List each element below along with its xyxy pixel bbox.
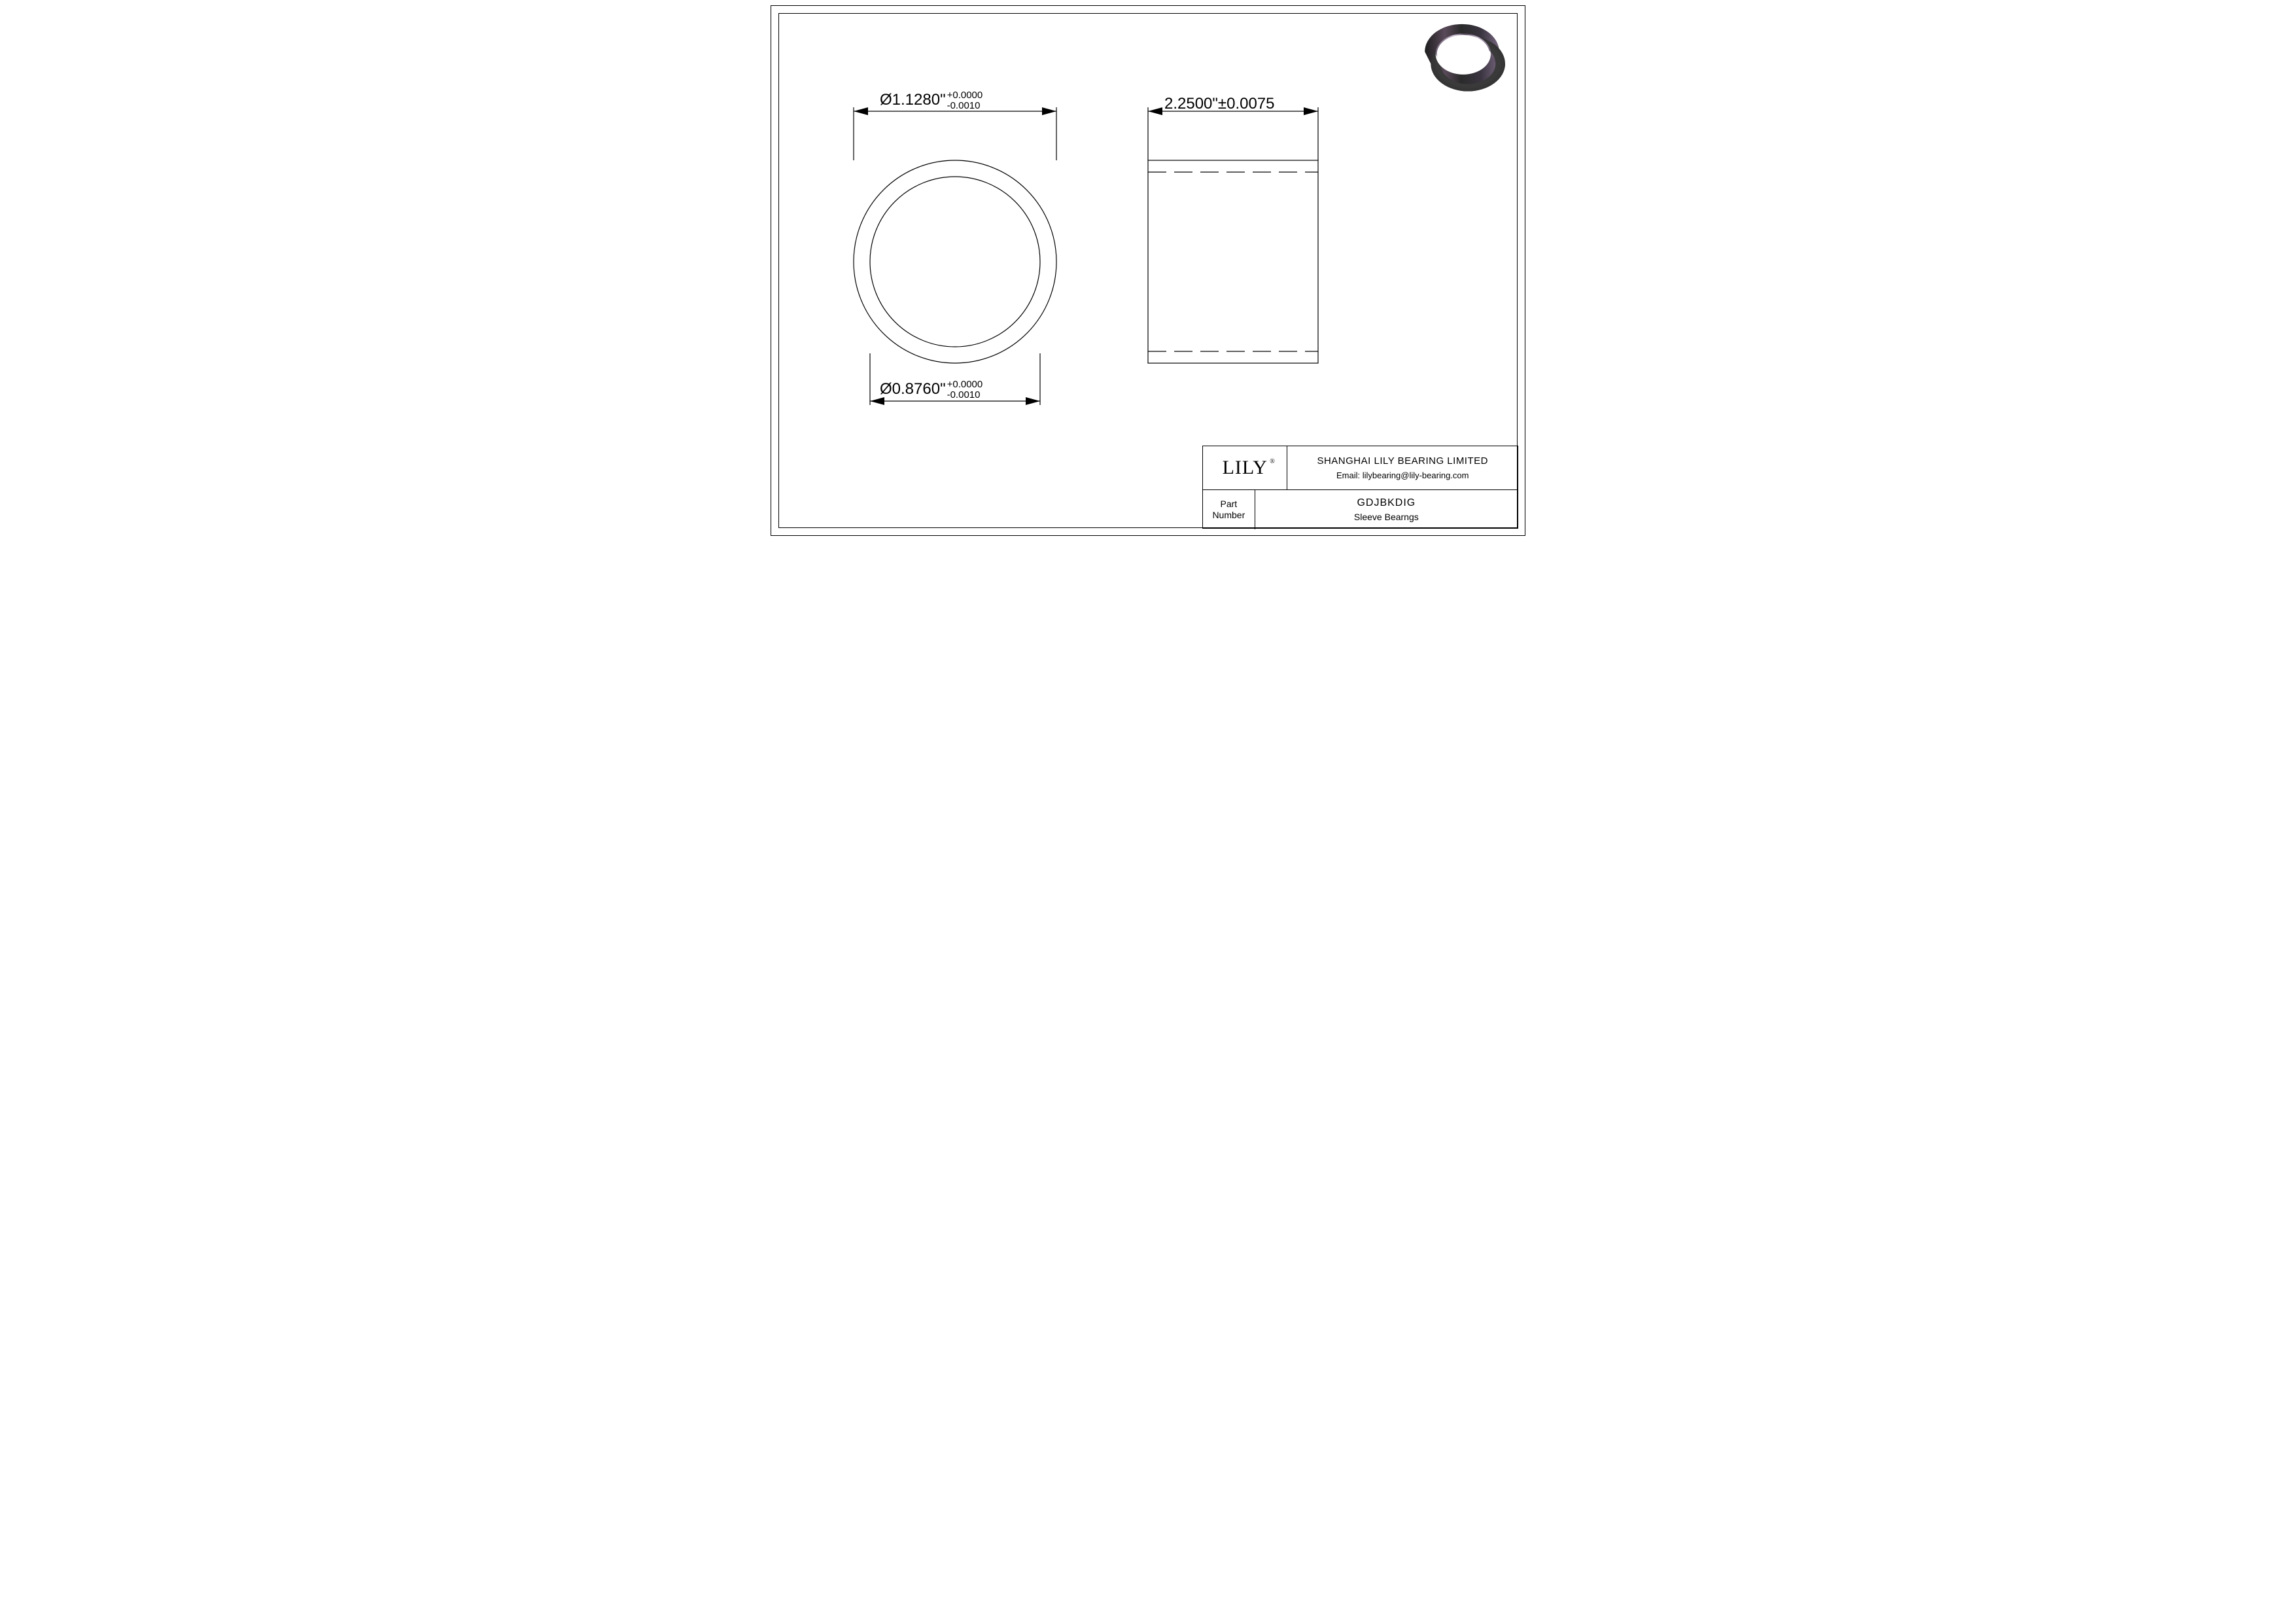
logo-text: LILY®: [1223, 457, 1268, 479]
ring-3d-icon: [1413, 23, 1511, 95]
part-number-cell: GDJBKDIG Sleeve Bearngs: [1255, 490, 1518, 529]
part-description: Sleeve Bearngs: [1354, 512, 1419, 522]
dim-length: 2.2500"±0.0075: [1164, 95, 1275, 113]
dim-inner-tolerance: +0.0000-0.0010: [947, 380, 983, 400]
dim-inner-diameter: Ø0.8760"+0.0000-0.0010: [880, 380, 983, 400]
company-name: SHANGHAI LILY BEARING LIMITED: [1317, 455, 1488, 467]
company-cell: SHANGHAI LILY BEARING LIMITED Email: lil…: [1287, 446, 1518, 489]
dim-outer-value: Ø1.1280": [880, 91, 946, 109]
title-block: LILY® SHANGHAI LILY BEARING LIMITED Emai…: [1202, 446, 1518, 529]
part-number: GDJBKDIG: [1357, 497, 1416, 509]
dim-inner-value: Ø0.8760": [880, 380, 946, 398]
title-block-row-1: LILY® SHANGHAI LILY BEARING LIMITED Emai…: [1203, 446, 1518, 490]
part-label: Part Number: [1212, 499, 1245, 521]
part-label-cell: Part Number: [1203, 490, 1255, 529]
company-email: Email: lilybearing@lily-bearing.com: [1336, 470, 1469, 480]
dim-outer-diameter: Ø1.1280"+0.0000-0.0010: [880, 90, 983, 111]
page: Ø1.1280"+0.0000-0.0010 Ø0.8760"+0.0000-0…: [765, 0, 1531, 541]
dim-length-value: 2.2500"±0.0075: [1164, 95, 1275, 113]
title-block-row-2: Part Number GDJBKDIG Sleeve Bearngs: [1203, 490, 1518, 529]
logo-cell: LILY®: [1203, 446, 1287, 489]
dim-outer-tolerance: +0.0000-0.0010: [947, 90, 983, 111]
registered-icon: ®: [1270, 458, 1276, 465]
